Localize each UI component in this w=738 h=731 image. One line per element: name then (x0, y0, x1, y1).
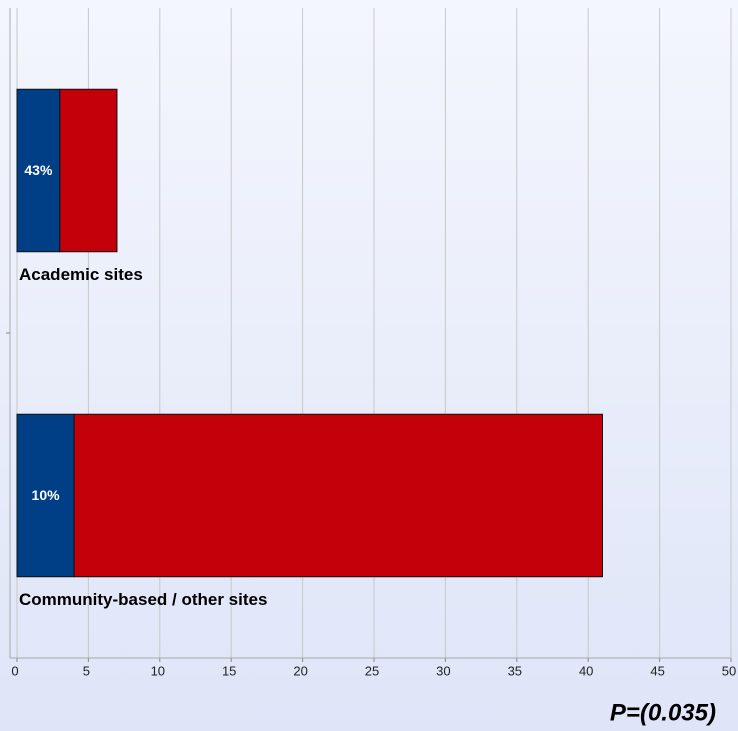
category-label: Academic sites (19, 265, 143, 284)
x-tick-label: 10 (151, 663, 165, 678)
category-label: Community-based / other sites (19, 590, 267, 609)
bar-segment (73, 413, 603, 578)
bar-segment (16, 88, 61, 253)
bar-segment (16, 413, 75, 578)
share-label: 43% (24, 162, 53, 178)
x-tick-label: 30 (436, 663, 450, 678)
x-tick-label: 40 (579, 663, 593, 678)
x-tick-label: 35 (508, 663, 522, 678)
x-tick-label: 45 (650, 663, 664, 678)
share-label: 10% (32, 487, 61, 503)
x-tick-label: 50 (722, 663, 736, 678)
x-tick-label: 15 (222, 663, 236, 678)
x-tick-label: 5 (83, 663, 90, 678)
x-tick-label: 20 (293, 663, 307, 678)
x-tick-label: 25 (365, 663, 379, 678)
bar-segment (59, 88, 118, 253)
annotation: P=(0.035) (610, 699, 716, 726)
x-tick-label: 0 (11, 663, 18, 678)
